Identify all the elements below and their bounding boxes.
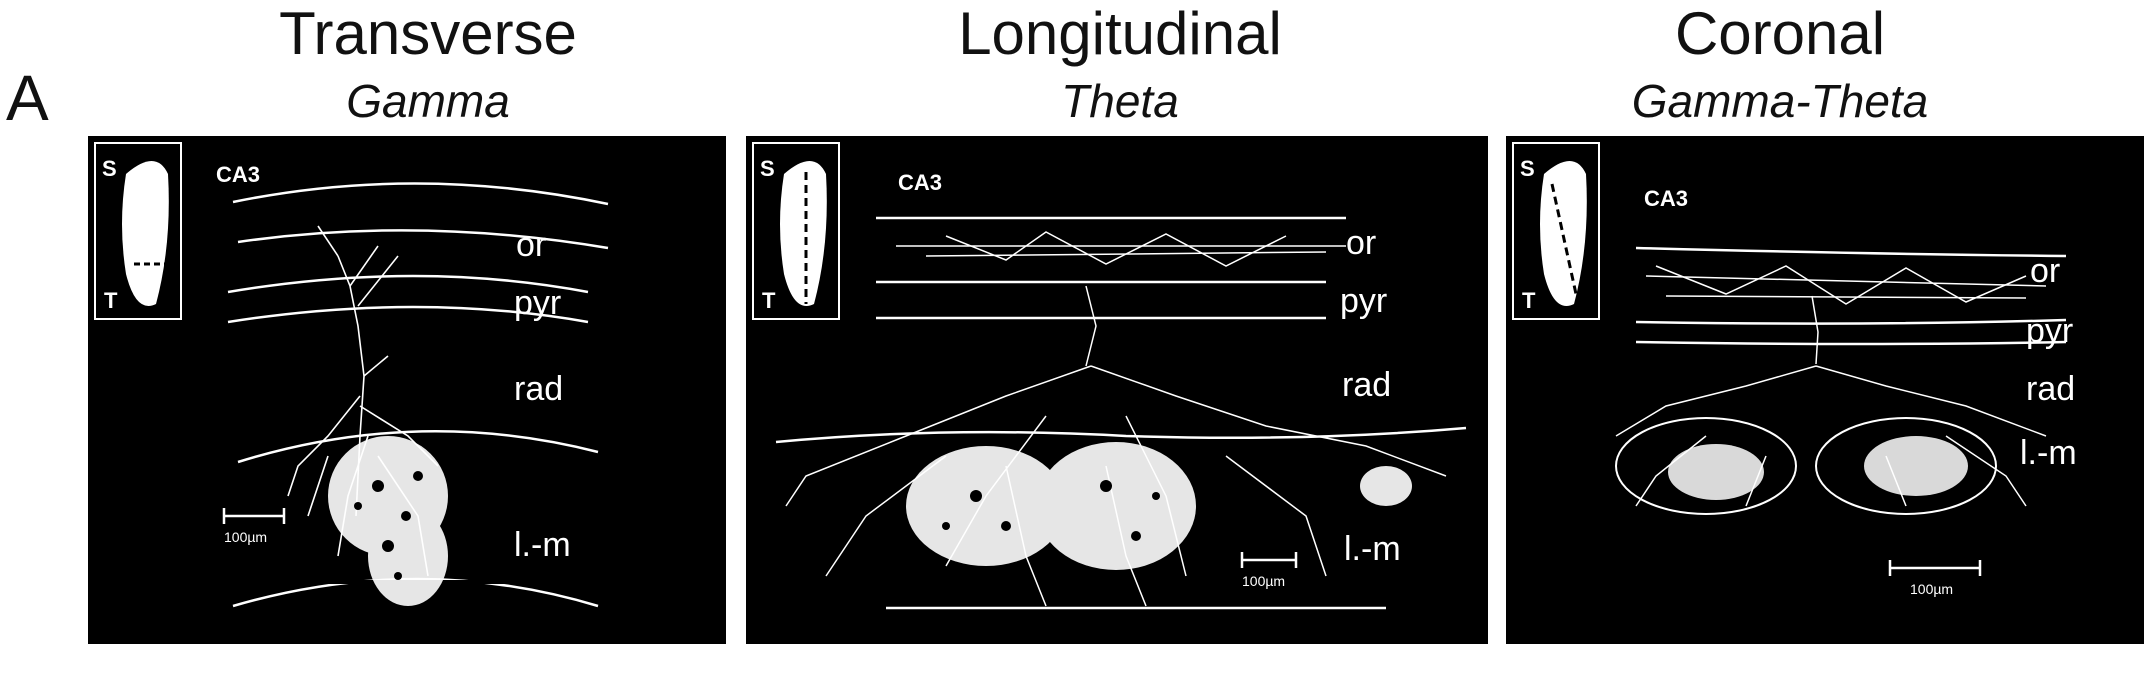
septal-label: S — [1520, 156, 1535, 181]
layer-label-rad: rad — [1342, 366, 1392, 404]
layer-label-or: or — [1346, 224, 1377, 262]
hippocampus-outline-icon — [122, 161, 169, 306]
neuron-drawing-transverse — [88, 182, 726, 608]
scale-bar-label: 100µm — [224, 529, 268, 545]
layer-label-or: or — [516, 226, 547, 264]
region-label-ca3: CA3 — [1644, 186, 1689, 211]
layer-label-pyr: pyr — [514, 284, 562, 322]
orientation-inset-longitudinal: S T — [752, 142, 840, 320]
layer-label-lm: l.-m — [514, 526, 571, 564]
region-label-ca3: CA3 — [216, 162, 261, 187]
temporal-label: T — [1522, 288, 1536, 313]
neuron-drawing-coronal — [1506, 246, 2144, 584]
panel-letter: A — [6, 62, 49, 134]
hippocampus-outline-icon — [1540, 161, 1587, 306]
layer-label-or: or — [2030, 252, 2061, 290]
scale-bar-label: 100µm — [1910, 581, 1954, 597]
layer-label-lm: l.-m — [2020, 434, 2077, 472]
panel-title-coronal: Coronal — [1674, 0, 1886, 67]
orientation-inset-transverse: S T — [94, 142, 182, 320]
layer-label-pyr: pyr — [1340, 282, 1388, 320]
orientation-inset-coronal: S T — [1512, 142, 1600, 320]
septal-label: S — [102, 156, 117, 181]
panel-subtitle-theta: Theta — [1061, 75, 1179, 127]
layer-label-pyr: pyr — [2026, 312, 2074, 350]
panel-title-transverse: Transverse — [279, 0, 577, 67]
layer-label-lm: l.-m — [1344, 530, 1401, 568]
region-label-ca3: CA3 — [898, 170, 943, 195]
temporal-label: T — [762, 288, 776, 313]
micrograph-transverse: S T CA3 or pyr rad l.-m 100µm — [88, 136, 726, 644]
micrograph-longitudinal: S T CA3 or pyr rad l.-m 100µm — [746, 136, 1488, 644]
micrograph-coronal: S T CA3 or pyr rad l.-m 100µm — [1506, 136, 2144, 644]
hippocampus-outline-icon — [780, 161, 827, 306]
neuron-drawing-longitudinal — [746, 216, 1488, 610]
layer-label-rad: rad — [2026, 370, 2076, 408]
scale-bar-label: 100µm — [1242, 573, 1286, 589]
panel-subtitle-gamma-theta: Gamma-Theta — [1631, 75, 1929, 127]
septal-label: S — [760, 156, 775, 181]
panel-title-longitudinal: Longitudinal — [958, 0, 1282, 67]
panel-subtitle-gamma: Gamma — [346, 75, 510, 127]
temporal-label: T — [104, 288, 118, 313]
layer-label-rad: rad — [514, 370, 564, 408]
